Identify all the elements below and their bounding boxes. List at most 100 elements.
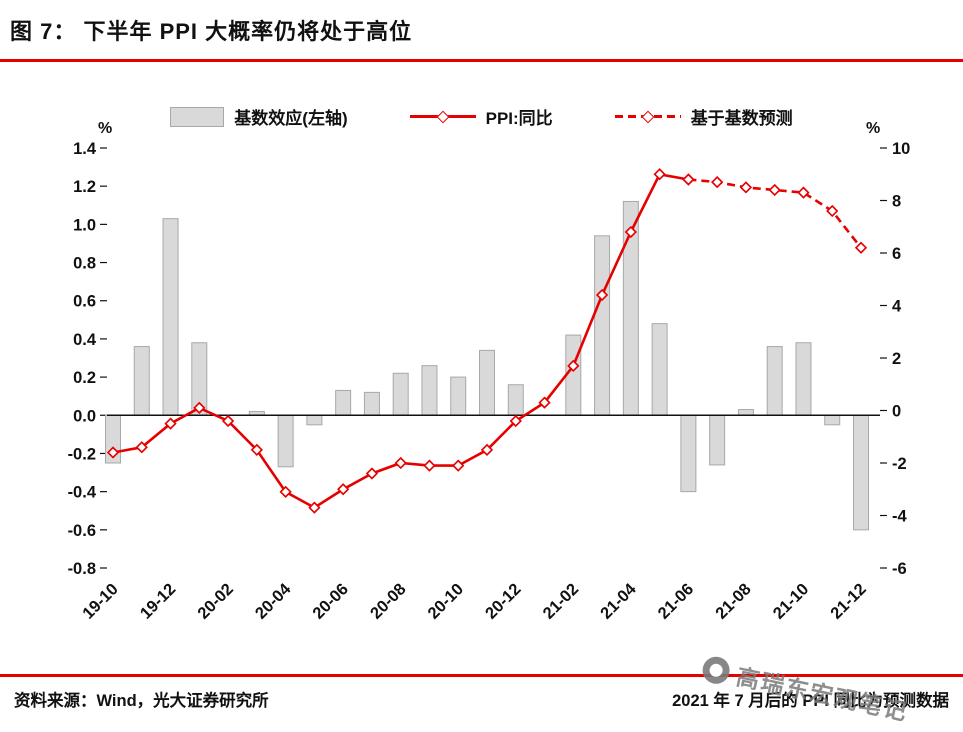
bar bbox=[824, 414, 841, 426]
svg-text:21-06: 21-06 bbox=[655, 580, 698, 623]
diamond-marker-icon bbox=[624, 225, 637, 239]
svg-text:21-08: 21-08 bbox=[712, 580, 755, 623]
svg-text:-0.8: -0.8 bbox=[68, 560, 96, 578]
axis-ticks: -0.8 -0.6 -0.4 -0.2 0.0 0.2 0.4 0.6 0.8 1.0 1.2 1.4… bbox=[68, 140, 911, 578]
svg-text:1.4: 1.4 bbox=[73, 140, 97, 158]
right-axis-unit: % bbox=[866, 120, 881, 137]
diamond-marker-icon bbox=[739, 181, 753, 194]
diamond-marker-icon bbox=[106, 446, 120, 459]
bar bbox=[507, 384, 524, 416]
bar bbox=[853, 414, 869, 531]
diamond-marker-icon bbox=[538, 396, 551, 409]
title-divider bbox=[0, 59, 963, 62]
svg-text:20-02: 20-02 bbox=[194, 580, 237, 623]
figure-title: 图 7： 下半年 PPI 大概率仍将处于高位 bbox=[10, 19, 413, 44]
svg-text:1.2: 1.2 bbox=[73, 178, 96, 196]
svg-text:1.0: 1.0 bbox=[73, 216, 96, 234]
bar bbox=[450, 376, 467, 416]
legend-forecast-label: 基于基数预测 bbox=[690, 109, 793, 128]
diamond-marker-icon bbox=[452, 459, 465, 472]
svg-text:20-04: 20-04 bbox=[252, 580, 295, 623]
diamond-marker-icon bbox=[436, 110, 449, 123]
svg-text:0: 0 bbox=[892, 403, 901, 421]
bar bbox=[392, 372, 409, 416]
bar bbox=[565, 334, 582, 416]
ppi-line-series bbox=[106, 168, 695, 514]
svg-text:0.0: 0.0 bbox=[73, 407, 96, 425]
legend-forecast-swatch bbox=[614, 110, 681, 123]
bar bbox=[680, 414, 697, 493]
bar bbox=[737, 409, 754, 416]
svg-text:4: 4 bbox=[892, 298, 902, 316]
legend-line-swatch bbox=[409, 110, 476, 123]
bar bbox=[479, 349, 495, 416]
bar bbox=[709, 414, 726, 466]
svg-text:20-08: 20-08 bbox=[367, 580, 410, 623]
svg-text:0.6: 0.6 bbox=[73, 293, 96, 311]
diamond-marker-icon bbox=[641, 110, 655, 123]
left-axis-unit: % bbox=[98, 120, 113, 137]
diamond-marker-icon bbox=[193, 401, 206, 415]
svg-text:-6: -6 bbox=[892, 560, 907, 578]
svg-text:-2: -2 bbox=[892, 455, 907, 473]
x-axis-labels: 19-10 19-12 20-02 20-04 20-06 20-08 20-10 20-12… bbox=[79, 580, 870, 623]
bar bbox=[306, 414, 323, 426]
svg-text:20-10: 20-10 bbox=[424, 580, 467, 623]
svg-text:20-12: 20-12 bbox=[482, 580, 525, 623]
diamond-marker-icon bbox=[308, 501, 321, 514]
diamond-marker-icon bbox=[365, 467, 379, 480]
svg-text:8: 8 bbox=[892, 193, 901, 211]
diamond-marker-icon bbox=[279, 485, 292, 499]
bar bbox=[795, 342, 812, 416]
forecast-line-series bbox=[682, 173, 868, 254]
footer: 资料来源：Wind，光大证券研究所 2021 年 7 月后的 PPI 同比为预测… bbox=[0, 687, 963, 711]
bar bbox=[766, 346, 783, 416]
diamond-marker-icon bbox=[797, 186, 810, 199]
diamond-marker-icon bbox=[595, 288, 609, 302]
diamond-marker-icon bbox=[509, 414, 522, 428]
forecast-note: 2021 年 7 月后的 PPI 同比为预测数据 bbox=[672, 692, 949, 710]
svg-text:-0.6: -0.6 bbox=[68, 522, 96, 540]
diamond-marker-icon bbox=[480, 443, 494, 457]
legend-bar-label: 基数效应(左轴) bbox=[234, 109, 348, 128]
diamond-marker-icon bbox=[164, 417, 177, 430]
bar bbox=[335, 389, 352, 416]
footer-divider bbox=[0, 674, 963, 677]
watermark-text: 高瑞东宏观笔记 bbox=[734, 663, 911, 726]
svg-text:-0.4: -0.4 bbox=[68, 484, 97, 502]
diamond-marker-icon bbox=[135, 441, 148, 454]
diamond-marker-icon bbox=[394, 456, 407, 470]
diamond-marker-icon bbox=[567, 359, 580, 373]
legend-bar-swatch bbox=[170, 106, 225, 127]
watermark: 高瑞东宏观笔记 bbox=[699, 650, 911, 727]
svg-text:-4: -4 bbox=[892, 508, 907, 526]
svg-text:21-02: 21-02 bbox=[540, 580, 583, 623]
svg-text:21-12: 21-12 bbox=[827, 580, 870, 623]
bar bbox=[277, 414, 294, 468]
svg-text:2: 2 bbox=[892, 350, 901, 368]
base-effect-bars bbox=[105, 200, 869, 531]
svg-text:0.2: 0.2 bbox=[73, 369, 96, 387]
bar bbox=[594, 235, 611, 416]
diamond-marker-icon bbox=[337, 483, 350, 496]
svg-text:6: 6 bbox=[892, 245, 901, 263]
bar bbox=[651, 323, 668, 416]
svg-text:21-10: 21-10 bbox=[770, 580, 813, 623]
diamond-marker-icon bbox=[423, 459, 436, 472]
diamond-marker-icon bbox=[653, 168, 666, 181]
svg-text:-0.2: -0.2 bbox=[68, 445, 96, 463]
diamond-marker-icon bbox=[221, 414, 235, 428]
legend-item-forecast: 基于基数预测 bbox=[614, 104, 793, 129]
ppi-combo-chart: -0.8 -0.6 -0.4 -0.2 0.0 0.2 0.4 0.6 0.8 1.0 1.2 1.4… bbox=[68, 140, 911, 623]
diamond-marker-icon bbox=[711, 175, 724, 189]
chart-legend: 基数效应(左轴) PPI:同比 基于基数预测 bbox=[0, 104, 963, 129]
legend-item-base-effect: 基数效应(左轴) bbox=[170, 104, 348, 129]
svg-text:10: 10 bbox=[892, 140, 910, 158]
legend-item-ppi-yoy: PPI:同比 bbox=[409, 104, 553, 129]
source-note: 资料来源：Wind，光大证券研究所 bbox=[14, 692, 269, 710]
svg-text:0.8: 0.8 bbox=[73, 255, 96, 273]
bar bbox=[162, 218, 179, 416]
svg-text:0.4: 0.4 bbox=[73, 331, 97, 349]
watermark-logo-icon bbox=[700, 653, 733, 686]
svg-text:19-12: 19-12 bbox=[137, 580, 180, 623]
